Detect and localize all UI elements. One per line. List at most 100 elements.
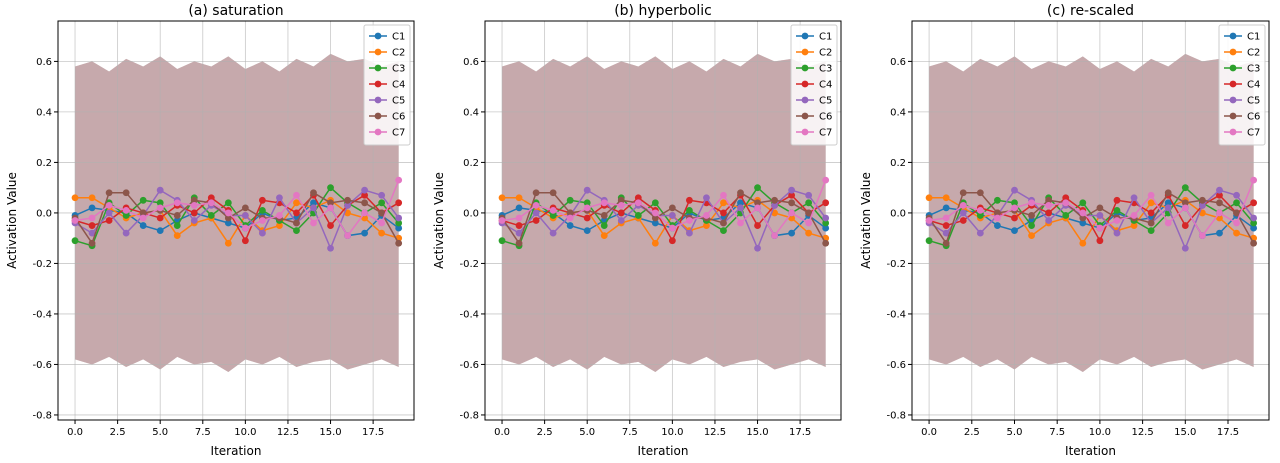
point-c2	[942, 194, 950, 202]
legend-label-c1: C1	[392, 32, 405, 43]
point-c7	[276, 212, 283, 219]
point-c7	[1233, 219, 1240, 227]
legend-marker-c7	[374, 128, 382, 136]
point-c5	[668, 212, 676, 219]
legend: C1 C2 C3 C4 C5 C6 C7	[1218, 24, 1266, 146]
y-tick-label: -0.8	[32, 410, 52, 421]
point-c3	[1233, 199, 1240, 207]
point-c4	[259, 196, 266, 204]
point-c3	[1079, 199, 1087, 207]
point-c5	[190, 217, 198, 224]
point-c5	[754, 244, 761, 252]
point-c4	[822, 199, 830, 207]
legend-label-c4: C4	[819, 80, 832, 91]
point-c1	[1079, 219, 1087, 227]
point-c4	[241, 237, 249, 245]
x-tick-label: 2.5	[110, 427, 126, 438]
legend-label-c1: C1	[1247, 32, 1260, 43]
point-c6	[1250, 239, 1258, 247]
point-c5	[395, 214, 403, 222]
point-c3	[754, 184, 761, 192]
point-c1	[1250, 224, 1258, 232]
point-c5	[156, 186, 164, 194]
point-c7	[1028, 199, 1035, 207]
point-c3	[1028, 222, 1035, 229]
point-c2	[378, 229, 386, 237]
point-c3	[1113, 206, 1121, 214]
point-c3	[583, 199, 591, 207]
point-c5	[942, 229, 950, 237]
point-c5	[1164, 204, 1172, 212]
point-c5	[532, 209, 540, 217]
point-c3	[293, 227, 300, 235]
point-c3	[327, 184, 334, 192]
legend-marker-c4	[801, 80, 809, 88]
point-c4	[532, 217, 540, 224]
y-tick-label: 0.6	[890, 57, 906, 68]
legend-marker-c6	[801, 112, 809, 120]
y-tick-label: 0.4	[36, 107, 52, 118]
x-tick-label: 7.5	[622, 427, 638, 438]
legend-marker-c2	[374, 48, 382, 56]
point-c4	[190, 209, 198, 217]
point-c6	[88, 239, 96, 247]
point-c7	[395, 176, 403, 184]
x-tick-label: 10.0	[1089, 427, 1111, 438]
point-c6	[788, 199, 796, 207]
legend-marker-c3	[1229, 64, 1237, 72]
point-c7	[1130, 212, 1138, 219]
point-c2	[805, 229, 813, 237]
point-c6	[668, 204, 676, 212]
point-c2	[1079, 239, 1087, 247]
point-c7	[1198, 232, 1206, 240]
point-c7	[1164, 219, 1172, 227]
point-c3	[1147, 227, 1155, 235]
series-line-c5	[928, 189, 1255, 251]
point-c7	[1062, 199, 1070, 207]
point-c6	[1147, 219, 1155, 227]
x-tick-label: 10.0	[661, 427, 683, 438]
legend-label-c4: C4	[392, 80, 405, 91]
y-tick-label: -0.8	[886, 410, 906, 421]
point-c4	[156, 214, 164, 222]
x-tick-label: 5.0	[1007, 427, 1023, 438]
point-c4	[515, 222, 523, 229]
point-c2	[498, 194, 506, 202]
point-c6	[600, 212, 608, 219]
point-c4	[1216, 191, 1223, 199]
point-c6	[976, 189, 984, 197]
y-tick-label: 0.0	[36, 208, 52, 219]
point-c7	[241, 224, 249, 232]
point-c2	[1233, 229, 1240, 237]
x-tick-label: 15.0	[746, 427, 768, 438]
x-tick-label: 15.0	[319, 427, 341, 438]
legend-label-c6: C6	[392, 112, 405, 123]
point-c4	[583, 214, 591, 222]
point-c7	[737, 219, 744, 227]
point-c6	[754, 199, 761, 207]
y-tick-label: -0.6	[886, 360, 906, 371]
point-c4	[105, 217, 113, 224]
point-c5	[1233, 191, 1240, 199]
y-tick-label: 0.0	[463, 208, 479, 219]
x-tick-label: 5.0	[152, 427, 168, 438]
point-c3	[600, 222, 608, 229]
legend-label-c6: C6	[1247, 112, 1260, 123]
x-tick-label: 2.5	[964, 427, 980, 438]
legend-label-c7: C7	[1247, 128, 1260, 139]
y-tick-label: -0.2	[886, 259, 906, 270]
point-c6	[822, 239, 830, 247]
series-line-c5	[74, 189, 400, 251]
point-c7	[515, 214, 523, 222]
y-tick-label: -0.4	[459, 309, 479, 320]
point-c7	[1216, 209, 1223, 217]
point-c7	[925, 217, 933, 224]
point-c5	[105, 209, 113, 217]
legend-label-c2: C2	[819, 48, 832, 59]
point-c7	[942, 214, 950, 222]
point-c7	[361, 209, 369, 217]
legend-label-c3: C3	[819, 64, 832, 75]
legend-marker-c7	[1229, 128, 1237, 136]
series-line-c5	[501, 189, 827, 251]
